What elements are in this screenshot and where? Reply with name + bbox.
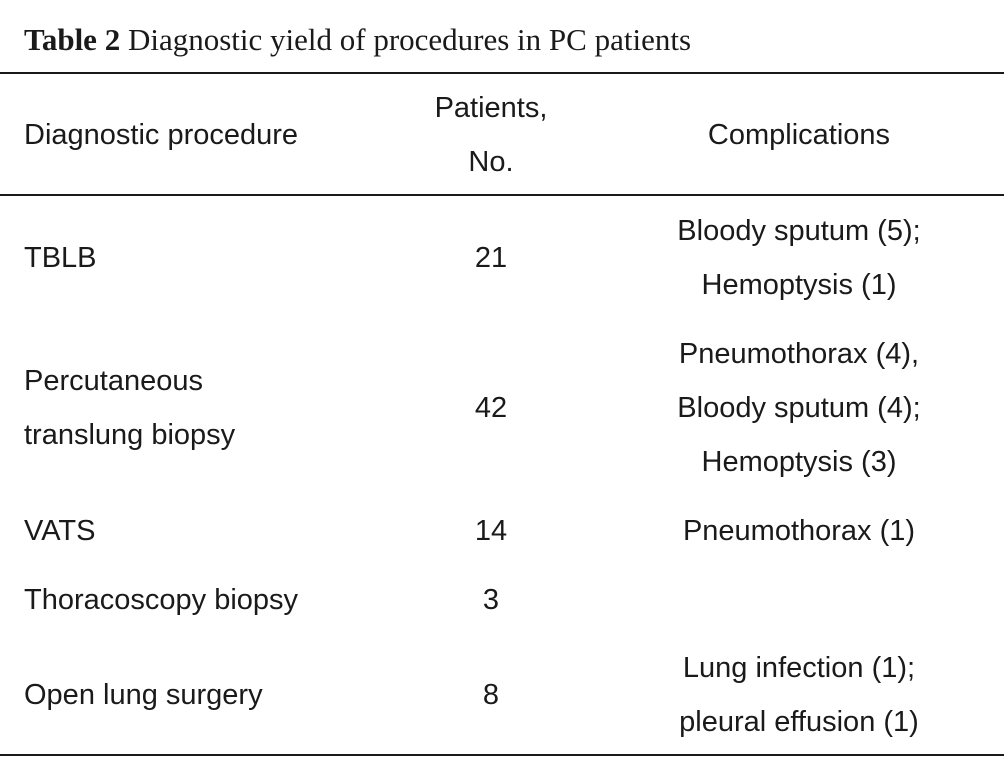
complication-text: Bloody sputum (4);: [677, 392, 921, 424]
complication-text: Lung infection (1);: [682, 652, 916, 684]
complication-text: Pneumothorax (1): [682, 515, 916, 547]
table-row-complications: Bloody sputum (5); Hemoptysis (1): [596, 204, 1002, 312]
complication-text: Pneumothorax (4),: [678, 338, 920, 370]
procedure-text: Thoracoscopy biopsy: [24, 584, 299, 616]
patients-count: 14: [474, 515, 508, 547]
patients-count: 21: [474, 242, 508, 274]
procedure-text: translung biopsy: [24, 419, 236, 451]
table-row-patients: 8: [410, 641, 572, 749]
table-row-procedure: Percutaneous translung biopsy: [24, 327, 404, 489]
complication-text: Bloody sputum (5);: [677, 215, 921, 247]
bottom-rule: [0, 754, 1004, 756]
table-row-patients: 14: [410, 504, 572, 558]
table-row-procedure: Open lung surgery: [24, 641, 404, 749]
table-row-complications: Pneumothorax (4), Bloody sputum (4); Hem…: [596, 327, 1002, 489]
procedure-text: TBLB: [24, 242, 97, 274]
table-caption: Table 2 Diagnostic yield of procedures i…: [24, 18, 691, 62]
table-row-patients: 42: [410, 327, 572, 489]
header-patients-line1: Patients,: [434, 92, 548, 124]
header-rule: [0, 194, 1004, 196]
header-procedure-cell: Diagnostic procedure: [24, 81, 404, 189]
complication-text: Hemoptysis (1): [701, 269, 897, 301]
complication-text: Hemoptysis (3): [701, 446, 897, 478]
header-patients-line2: No.: [468, 146, 514, 178]
procedure-text: VATS: [24, 515, 96, 547]
header-patients-cell: Patients, No.: [410, 81, 572, 189]
header-procedure: Diagnostic procedure: [24, 119, 299, 151]
complication-text: pleural effusion (1): [679, 706, 919, 738]
table-row-procedure: Thoracoscopy biopsy: [24, 573, 404, 627]
procedure-text: Percutaneous: [24, 365, 203, 397]
table-row-procedure: TBLB: [24, 204, 404, 312]
table-row-complications: Lung infection (1); pleural effusion (1): [596, 641, 1002, 749]
table-row-patients: 21: [410, 204, 572, 312]
table-row-procedure: VATS: [24, 504, 404, 558]
header-complications: Complications: [707, 119, 891, 151]
patients-count: 42: [474, 392, 508, 424]
table-row-complications: Pneumothorax (1): [596, 504, 1002, 558]
header-complications-cell: Complications: [596, 81, 1002, 189]
patients-count: 3: [482, 584, 500, 616]
top-rule: [0, 72, 1004, 74]
procedure-text: Open lung surgery: [24, 679, 263, 711]
table-title: Diagnostic yield of procedures in PC pat…: [127, 22, 692, 57]
table-row-patients: 3: [410, 573, 572, 627]
patients-count: 8: [482, 679, 500, 711]
table-number: Table 2: [24, 22, 121, 57]
